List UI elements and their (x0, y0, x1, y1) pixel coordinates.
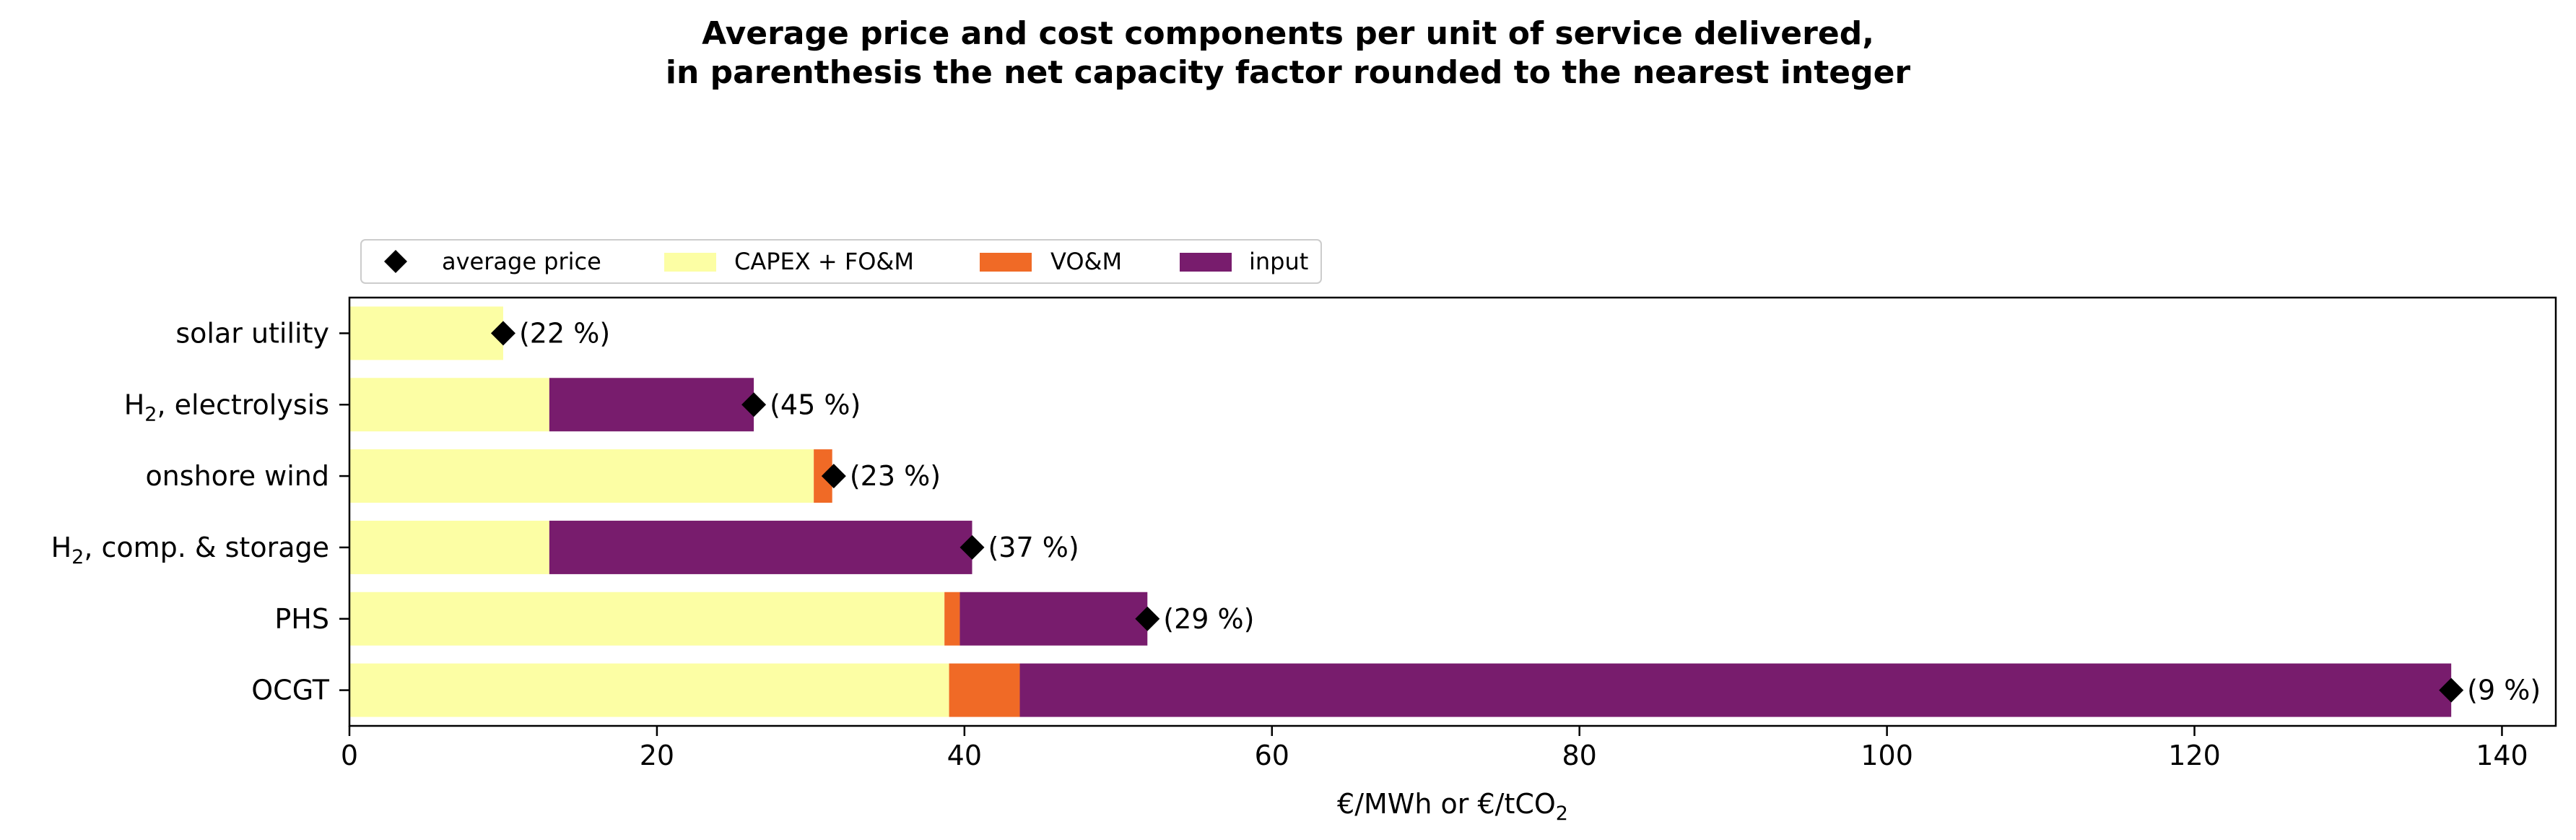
average-price-marker-0 (490, 321, 515, 346)
capacity-factor-labels: (22 %) (45 %) (23 %) (37 %) (29 %) (9 %) (519, 317, 2541, 706)
bar-capex-fo-m-3 (349, 520, 549, 574)
average-price-marker-4 (1135, 606, 1160, 631)
legend-swatch-vo-m (980, 253, 1032, 272)
category-label-5: OCGT (251, 675, 330, 706)
legend-label-input: input (1249, 248, 1308, 275)
x-axis-label: €/MWh or €/tCO2 (1337, 788, 1568, 825)
legend-frame (360, 239, 1322, 284)
category-label-3: H2, comp. & storage (51, 532, 329, 568)
average-price-marker-5 (2439, 677, 2464, 703)
average-price-marker-2 (821, 464, 846, 489)
legend-swatch-capex-fo-m (664, 253, 716, 272)
bar-capex-fo-m-2 (349, 449, 814, 503)
legend-label-vo-m: VO&M (1050, 248, 1122, 275)
category-label-1: H2, electrolysis (124, 389, 329, 425)
bar-input-1 (549, 378, 754, 432)
capacity-factor-label-2: (23 %) (850, 460, 941, 492)
bar-input-3 (549, 520, 972, 574)
category-label-2: onshore wind (145, 460, 329, 492)
y-axis: solar utility H2, electrolysis onshore win… (51, 317, 349, 706)
average-price-markers (490, 321, 2464, 703)
legend: average price CAPEX + FO&M VO&M input (360, 239, 1322, 284)
average-price-marker-1 (741, 392, 767, 417)
capacity-factor-label-5: (9 %) (2467, 675, 2541, 706)
legend-label-average-price: average price (442, 248, 601, 275)
x-tick-label-80: 80 (1562, 740, 1597, 771)
category-label-0: solar utility (175, 317, 329, 349)
capacity-factor-label-3: (37 %) (988, 532, 1079, 563)
legend-label-capex-fo-m: CAPEX + FO&M (734, 248, 914, 275)
x-tick-label-100: 100 (1861, 740, 1913, 771)
legend-swatch-input (1180, 253, 1232, 272)
x-tick-label-140: 140 (2476, 740, 2528, 771)
bar-input-4 (960, 592, 1148, 646)
bar-vo-m-5 (949, 663, 1020, 717)
bars-layer (349, 306, 2452, 717)
bar-vo-m-4 (944, 592, 960, 646)
capacity-factor-label-1: (45 %) (770, 389, 861, 420)
bar-input-5 (1019, 663, 2452, 717)
bar-capex-fo-m-4 (349, 592, 945, 646)
chart-title-line-2: in parenthesis the net capacity factor r… (665, 54, 1911, 91)
bar-capex-fo-m-1 (349, 378, 549, 432)
x-axis: 0 20 40 60 80 100 120 140 (341, 726, 2528, 771)
chart-title-line-1: Average price and cost components per un… (702, 15, 1874, 52)
bar-capex-fo-m-5 (349, 663, 949, 717)
x-axis-label-subscript: 2 (1556, 802, 1568, 825)
x-axis-label-text: €/MWh or €/tCO (1337, 788, 1556, 820)
capacity-factor-label-0: (22 %) (519, 317, 610, 349)
x-tick-label-120: 120 (2168, 740, 2221, 771)
chart-title: Average price and cost components per un… (0, 14, 2576, 92)
x-tick-label-40: 40 (947, 740, 982, 771)
average-price-marker-3 (960, 534, 985, 560)
bar-capex-fo-m-0 (349, 306, 503, 360)
x-tick-label-60: 60 (1255, 740, 1289, 771)
plot-frame (348, 296, 2557, 727)
capacity-factor-label-4: (29 %) (1163, 603, 1254, 635)
x-tick-label-0: 0 (341, 740, 358, 771)
category-label-4: PHS (274, 603, 329, 635)
x-tick-label-20: 20 (640, 740, 674, 771)
legend-swatch-average-price (384, 250, 407, 273)
